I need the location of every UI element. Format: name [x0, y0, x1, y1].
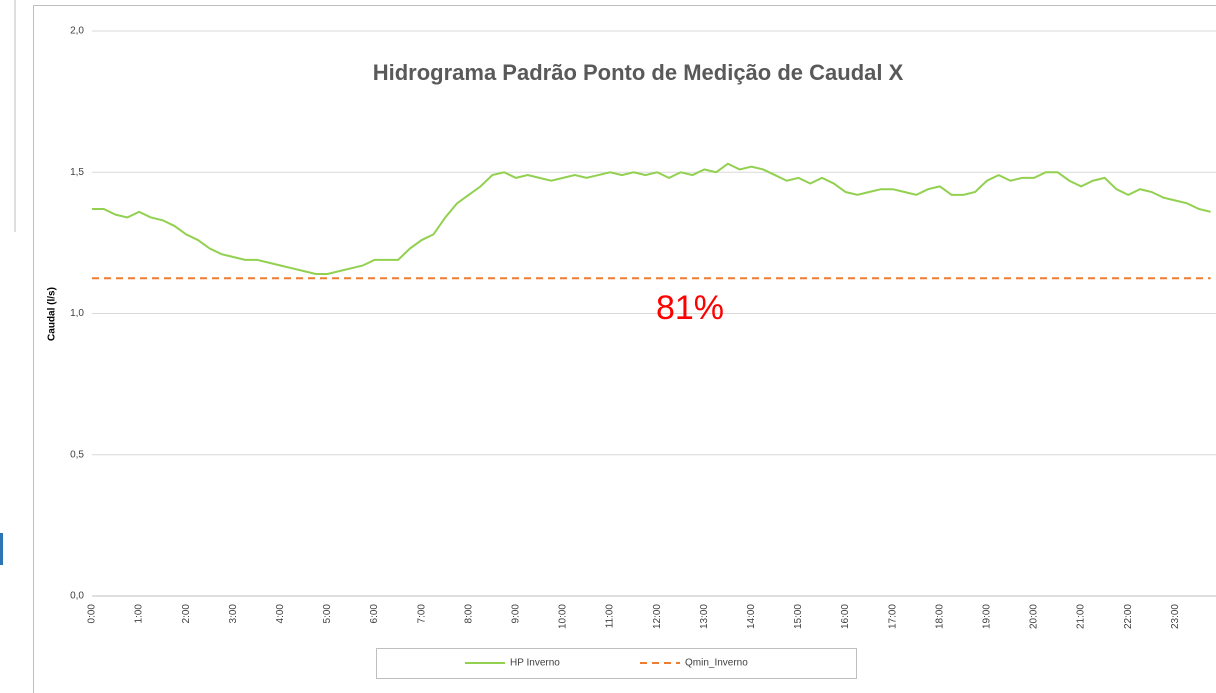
x-tick-label: 6:00	[369, 604, 380, 624]
side-panel-marker	[0, 533, 3, 565]
x-tick-label: 9:00	[511, 604, 522, 624]
y-tick-label: 0,5	[70, 449, 84, 460]
x-tick-label: 16:00	[840, 604, 851, 629]
chart-border	[33, 5, 1216, 693]
x-tick-label: 15:00	[793, 604, 804, 629]
x-tick-label: 23:00	[1170, 604, 1181, 629]
y-tick-label: 0,0	[70, 591, 84, 602]
chart-title: Hidrograma Padrão Ponto de Medição de Ca…	[373, 60, 904, 85]
y-axis-label: Caudal (l/s)	[47, 287, 58, 341]
x-tick-label: 12:00	[652, 604, 663, 629]
y-tick-label: 2,0	[70, 26, 84, 37]
x-tick-label: 14:00	[746, 604, 757, 629]
x-tick-label: 18:00	[934, 604, 945, 629]
x-tick-label: 4:00	[275, 604, 286, 624]
y-tick-label: 1,0	[70, 308, 84, 319]
x-tick-label: 22:00	[1123, 604, 1134, 629]
x-tick-label: 2:00	[181, 604, 192, 624]
x-tick-label: 7:00	[416, 604, 427, 624]
x-tick-label: 0:00	[87, 604, 98, 624]
x-tick-label: 17:00	[887, 604, 898, 629]
y-tick-label: 1,5	[70, 167, 84, 178]
legend-label: Qmin_Inverno	[685, 658, 748, 669]
legend-box	[376, 648, 857, 679]
x-tick-label: 11:00	[605, 604, 616, 629]
series-line	[92, 162, 1211, 275]
x-tick-label: 3:00	[228, 604, 239, 624]
x-tick-label: 20:00	[1029, 604, 1040, 629]
x-tick-label: 5:00	[322, 604, 333, 624]
x-tick-label: 19:00	[982, 604, 993, 629]
x-tick-label: 21:00	[1076, 604, 1087, 629]
annotation: 81%	[656, 289, 724, 327]
legend-label: HP Inverno	[510, 658, 560, 669]
x-tick-label: 8:00	[463, 604, 474, 624]
x-tick-label: 1:00	[134, 604, 145, 624]
x-tick-label: 13:00	[699, 604, 710, 629]
x-tick-label: 10:00	[558, 604, 569, 629]
